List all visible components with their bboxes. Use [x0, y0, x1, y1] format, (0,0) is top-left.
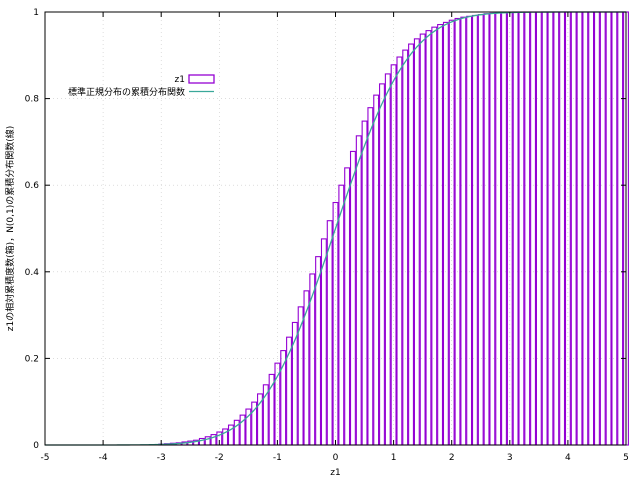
bar [442, 21, 449, 446]
bar [611, 11, 618, 446]
bar [570, 11, 577, 446]
bar [344, 167, 351, 446]
y-tick-label: 0.2 [25, 354, 39, 364]
bar [431, 26, 438, 446]
bar [419, 33, 426, 446]
bar [361, 120, 368, 446]
bar [471, 14, 478, 446]
bar [512, 11, 519, 446]
bar [518, 11, 525, 446]
legend: z1 標準正規分布の累積分布関数 [68, 74, 215, 98]
bar [530, 11, 536, 446]
bar [553, 11, 560, 446]
bar [617, 11, 624, 446]
bar [349, 150, 356, 446]
bar [599, 11, 606, 446]
bar [605, 11, 612, 446]
bar [559, 11, 566, 446]
y-tick-label: 0 [33, 441, 39, 451]
bar [454, 17, 461, 446]
bar [303, 290, 310, 446]
bar [320, 238, 327, 446]
legend-label-z1: z1 [175, 75, 185, 85]
y-tick-label: 0.8 [25, 95, 40, 105]
y-axis-label: z1の相対累積度数(箱)，N(0,1)の累積分布関数(線) [4, 126, 16, 332]
bar [501, 11, 507, 446]
y-tick-label: 0.4 [25, 268, 40, 278]
bar [408, 43, 414, 446]
x-tick-label: 5 [623, 453, 629, 463]
bar [413, 38, 420, 446]
bar [355, 135, 362, 446]
bar [524, 11, 531, 446]
x-tick-label: 1 [391, 453, 397, 463]
bar [367, 107, 374, 446]
bar [390, 64, 397, 446]
bar [535, 11, 542, 446]
x-axis-label: z1 [330, 468, 340, 478]
bar [489, 12, 496, 446]
x-tick-label: 3 [507, 453, 513, 463]
bar [425, 30, 432, 446]
bar [384, 73, 391, 446]
bar [437, 24, 444, 446]
x-tick-label: -4 [99, 453, 108, 463]
y-tick-label: 1 [33, 8, 39, 18]
x-tick-label: 0 [333, 453, 339, 463]
bar [541, 11, 548, 446]
bar [326, 220, 333, 446]
x-tick-label: -2 [215, 453, 224, 463]
x-tick-label: -5 [41, 453, 50, 463]
bar [477, 14, 484, 446]
bar [582, 11, 589, 446]
bar [466, 15, 473, 446]
bar [483, 13, 490, 446]
x-tick-label: 4 [565, 453, 571, 463]
bar [547, 11, 554, 446]
x-tick-label: -3 [157, 453, 166, 463]
bar [576, 11, 583, 446]
bar [379, 83, 385, 446]
bar [593, 11, 600, 446]
bar [588, 11, 595, 446]
bar [460, 16, 467, 446]
y-tick-label: 0.6 [25, 181, 40, 191]
legend-swatch-z1 [188, 74, 215, 84]
x-tick-label: -1 [273, 453, 282, 463]
axis-ticks: -5 -4 -3 -2 -1 0 1 2 3 4 5 0 0.2 0.4 0.6 0.8 1 [25, 8, 629, 463]
legend-label-cdf: 標準正規分布の累積分布関数 [68, 86, 185, 98]
bar [402, 49, 409, 446]
x-tick-label: 2 [449, 453, 455, 463]
bar [396, 56, 403, 446]
bar [338, 184, 345, 446]
bar [373, 94, 380, 446]
bar [495, 12, 502, 446]
